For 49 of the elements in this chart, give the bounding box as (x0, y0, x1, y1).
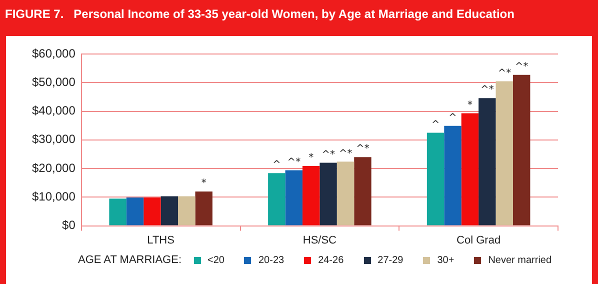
bar (144, 197, 161, 226)
bar (285, 170, 302, 226)
chart-title: FIGURE 7. Personal Income of 33-35 year-old Women, by Age at Marriage and Education (5, 7, 514, 21)
bar (109, 198, 126, 226)
bar (126, 197, 144, 226)
data-label: * (201, 178, 206, 190)
data-label: * (308, 152, 314, 164)
bar (496, 81, 513, 226)
y-tick-label: $40,000 (32, 104, 76, 118)
data-label: ^ (272, 160, 281, 171)
y-tick-label: $50,000 (32, 74, 76, 89)
bar (302, 166, 320, 226)
data-label: ^* (322, 149, 335, 160)
bar (336, 162, 354, 226)
legend-label: 30+ (437, 254, 454, 266)
y-tick-label: $30,000 (32, 132, 76, 146)
bar (354, 157, 372, 226)
legend-title: AGE AT MARRIAGE: (78, 254, 182, 266)
data-label: ^ (448, 112, 457, 124)
y-tick-label: $10,000 (32, 189, 76, 204)
bar (268, 173, 286, 226)
y-tick-label: $20,000 (32, 160, 76, 175)
bar (461, 113, 479, 226)
data-label: ^* (338, 148, 352, 160)
data-label: ^* (356, 144, 370, 155)
bar (320, 162, 337, 226)
x-tick-label: HS/SC (302, 234, 337, 246)
legend-label: 20-23 (258, 254, 284, 266)
bar (512, 74, 530, 226)
legend-label: Never married (488, 254, 552, 266)
data-label: ^ (431, 119, 440, 130)
legend-label: 24-26 (318, 254, 344, 266)
bar (195, 191, 212, 226)
y-tick-label: $60,000 (32, 46, 76, 60)
bar (178, 196, 196, 226)
bar (444, 126, 462, 226)
bar (160, 196, 178, 226)
data-label: ^* (498, 68, 512, 79)
data-label: ^* (287, 156, 301, 168)
data-label: ^* (514, 61, 528, 72)
data-label: ^* (480, 84, 494, 96)
y-tick-label: $0 (62, 218, 76, 232)
data-label: * (467, 100, 472, 111)
legend-label: 27-29 (378, 254, 404, 266)
bar (478, 98, 496, 226)
bar (426, 132, 444, 226)
x-tick-label: Col Grad (456, 234, 501, 246)
x-tick-label: LTHS (147, 234, 174, 246)
legend-label: <20 (208, 254, 224, 266)
